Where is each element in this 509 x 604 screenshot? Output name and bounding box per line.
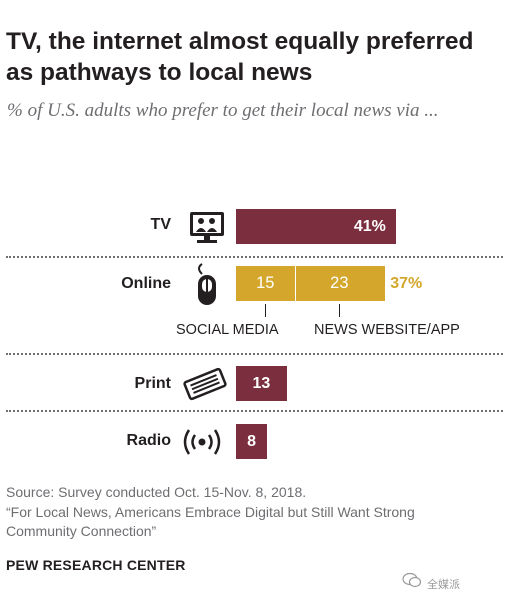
data-label-radio: 8 — [247, 433, 257, 450]
source-line: “For Local News, Americans Embrace Digit… — [6, 503, 415, 520]
bar-radio — [236, 424, 268, 459]
bar-print — [236, 366, 287, 401]
bar-tv — [236, 209, 396, 244]
row-divider — [6, 410, 503, 412]
segment-tick-social — [265, 304, 267, 317]
mouse-icon — [198, 263, 216, 305]
row-divider — [6, 256, 503, 258]
segment-label-news-website: NEWS WEBSITE/APP — [314, 322, 460, 338]
row-label-radio: Radio — [126, 432, 171, 449]
tv-icon — [190, 212, 224, 243]
chart-subtitle: % of U.S. adults who prefer to get their… — [7, 100, 439, 121]
row-label-print: Print — [134, 375, 171, 392]
wechat-watermark-icon — [402, 572, 422, 588]
newspaper-icon — [183, 367, 227, 401]
brand-label: PEW RESEARCH CENTER — [6, 557, 186, 573]
watermark-text: 全媒派 — [427, 578, 460, 591]
segment-label-social-media: SOCIAL MEDIA — [176, 322, 279, 338]
data-label-online-total: 37% — [390, 275, 423, 292]
data-label-print: 13 — [252, 375, 271, 392]
source-line: Community Connection” — [6, 523, 157, 539]
chart-title: TV, the internet almost equally preferre… — [6, 28, 474, 86]
bar-online-social-media — [236, 266, 295, 301]
row-divider — [6, 353, 503, 355]
data-label-online-news: 23 — [330, 274, 349, 292]
source-note: Source: Survey conducted Oct. 15-Nov. 8,… — [6, 483, 506, 542]
data-label-tv: 41% — [353, 218, 386, 235]
row-label-online: Online — [121, 275, 171, 292]
radio-waves-icon — [183, 429, 221, 455]
segment-tick-news — [339, 304, 341, 317]
data-label-online-social: 15 — [256, 274, 275, 292]
source-line: Source: Survey conducted Oct. 15-Nov. 8,… — [6, 484, 307, 500]
row-label-tv: TV — [150, 216, 171, 233]
bar-online-news-website — [294, 266, 386, 301]
